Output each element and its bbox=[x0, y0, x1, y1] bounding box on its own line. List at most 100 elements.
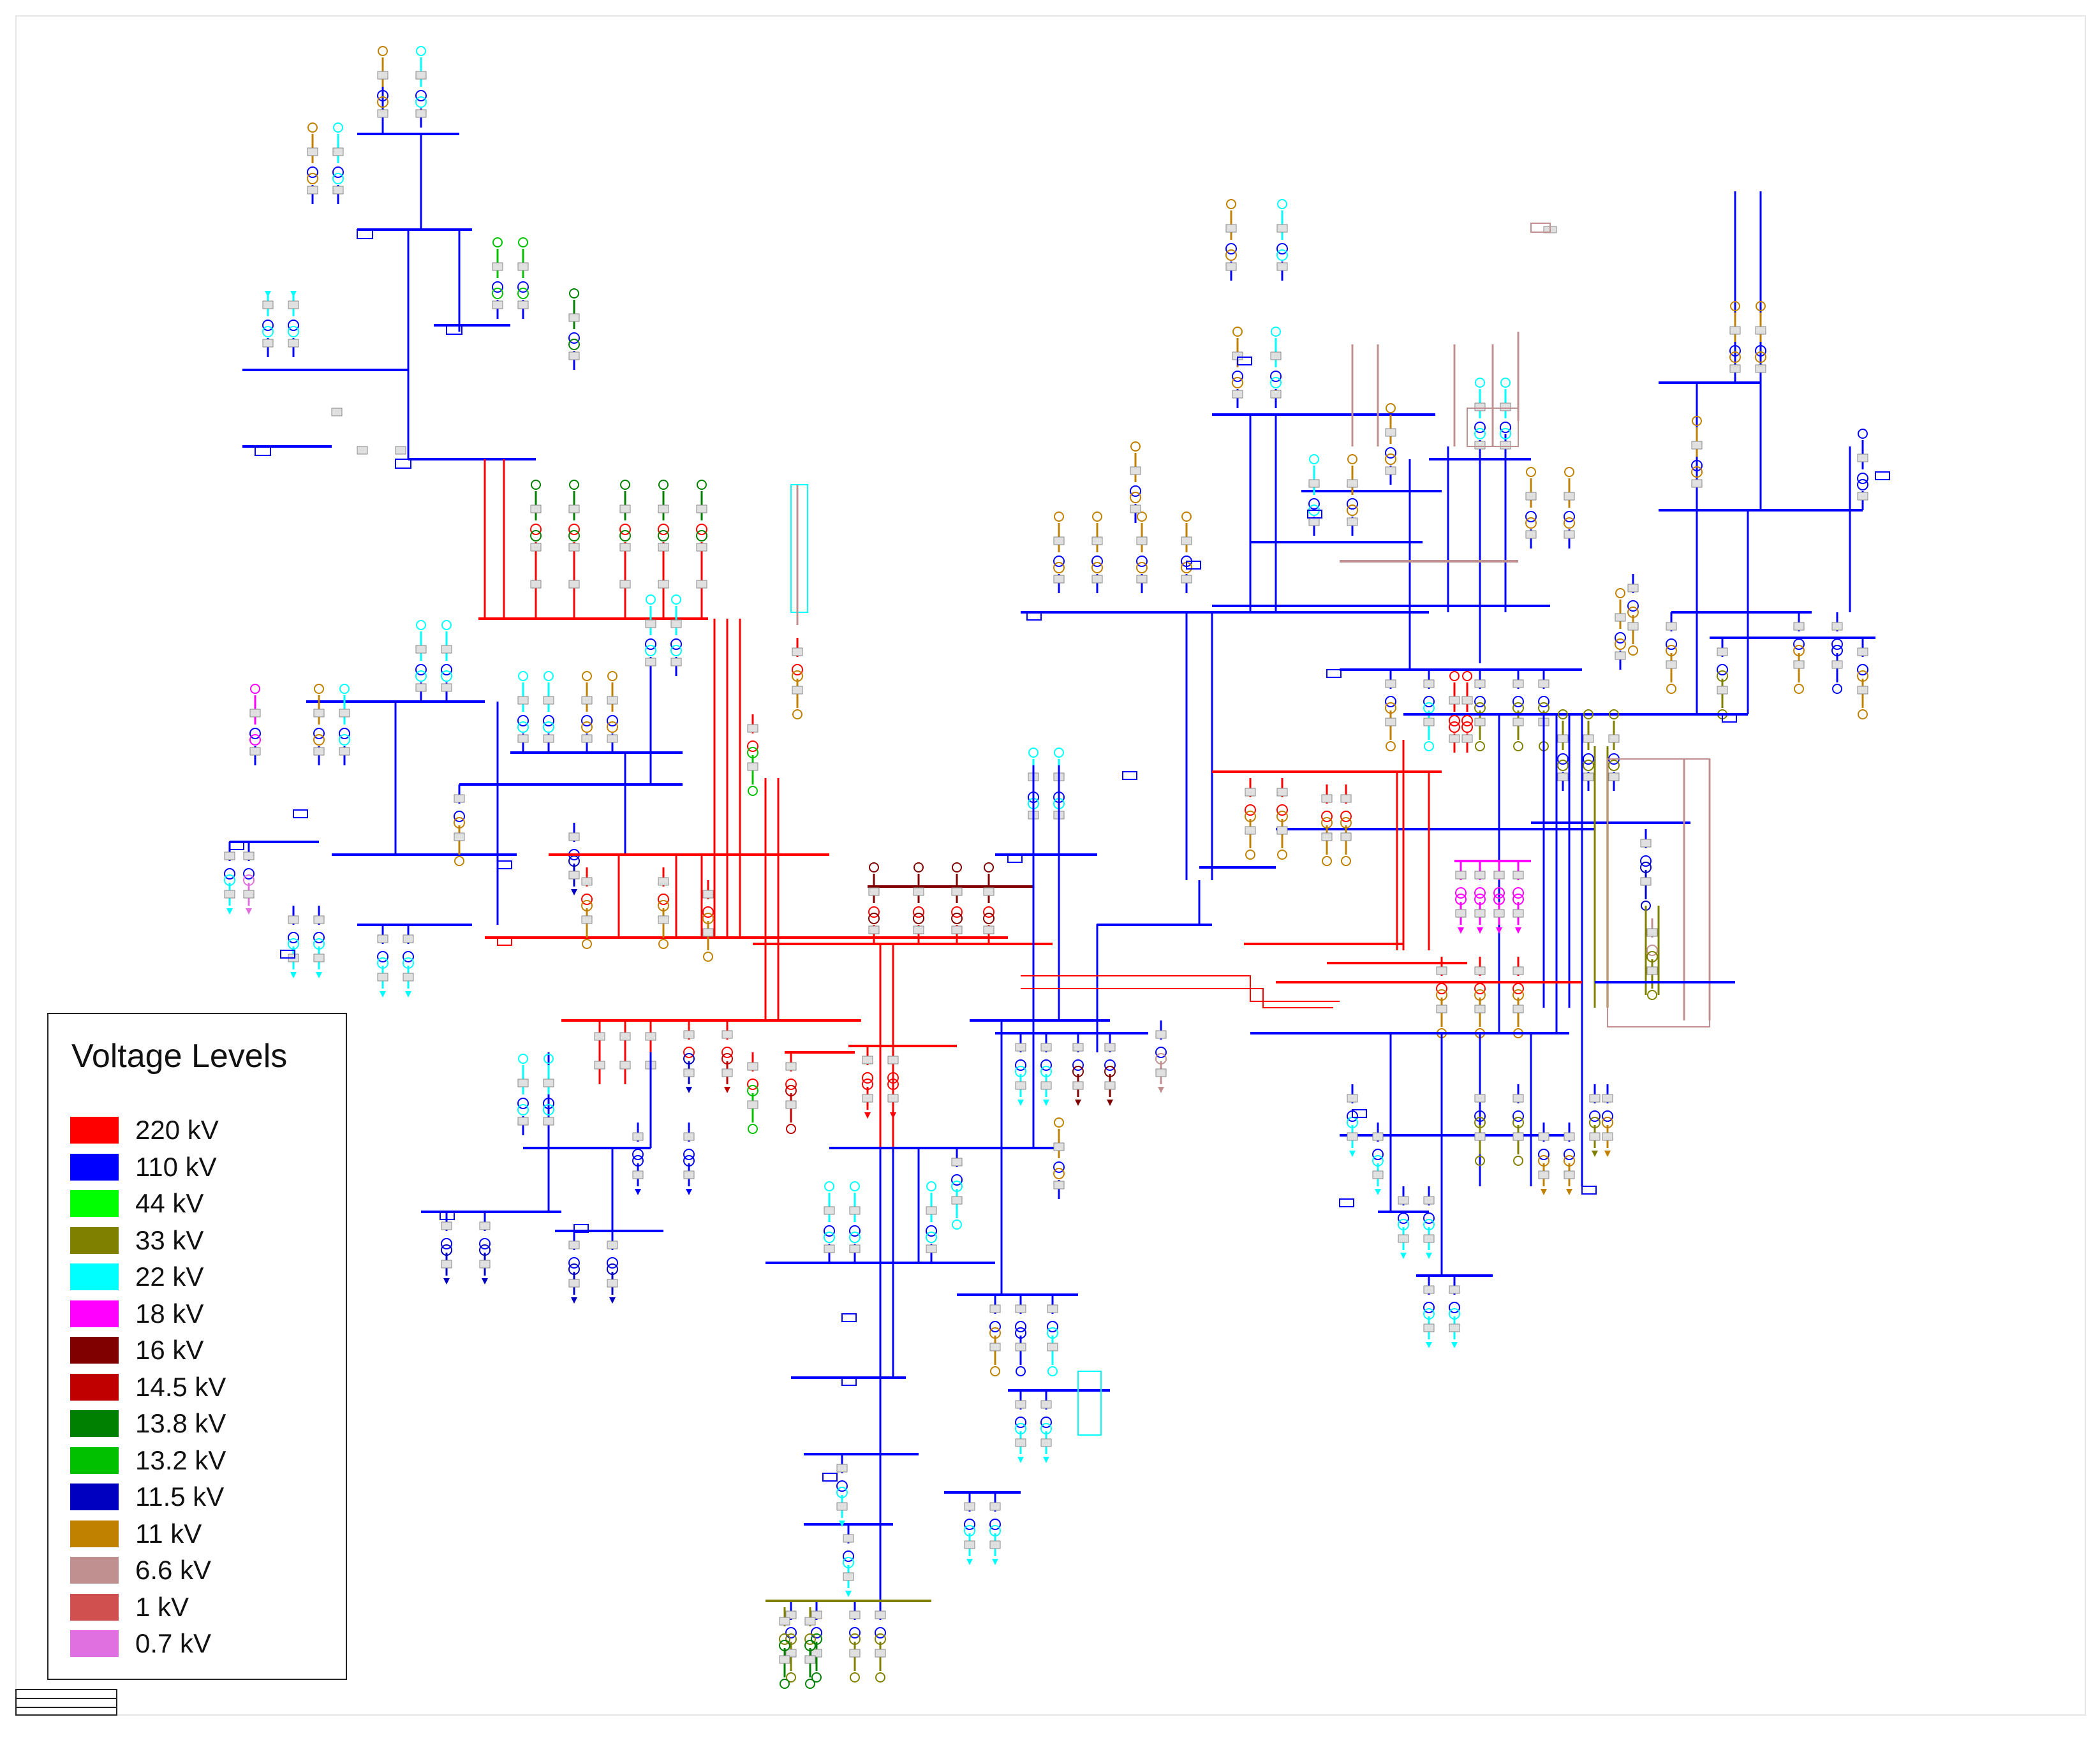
transformer-winding bbox=[913, 906, 924, 918]
transformer-winding bbox=[721, 1047, 733, 1058]
transformer-winding bbox=[313, 734, 325, 746]
transformer-winding bbox=[1040, 1059, 1052, 1071]
legend-label: 13.2 kV bbox=[135, 1445, 226, 1475]
breaker-box bbox=[964, 1540, 975, 1549]
transformer-winding bbox=[645, 645, 656, 656]
transformer-winding bbox=[1666, 638, 1677, 650]
transformer-winding bbox=[779, 1633, 790, 1645]
transformer-winding bbox=[1500, 422, 1511, 433]
legend-label: 33 kV bbox=[135, 1225, 204, 1255]
external-grid bbox=[1307, 510, 1322, 519]
breaker-box bbox=[1717, 686, 1728, 695]
breaker-box bbox=[696, 504, 707, 513]
breaker-box bbox=[1340, 794, 1352, 803]
breaker-box bbox=[377, 973, 388, 982]
breaker-box bbox=[1474, 718, 1486, 726]
breaker-box bbox=[1793, 660, 1805, 669]
breaker-box bbox=[1276, 224, 1288, 233]
breaker-box bbox=[224, 851, 235, 860]
breaker-box bbox=[1512, 679, 1524, 688]
transformer-winding bbox=[224, 868, 235, 880]
external-grid bbox=[1875, 471, 1890, 480]
breaker-box bbox=[989, 1304, 1001, 1313]
load-arrow bbox=[1451, 1342, 1458, 1348]
legend-label: 6.6 kV bbox=[135, 1555, 212, 1585]
drawing-frame bbox=[15, 15, 2086, 1716]
breaker-box bbox=[1717, 647, 1728, 656]
generator-symbol bbox=[543, 1054, 554, 1064]
breaker-box bbox=[262, 300, 274, 309]
external-grid bbox=[280, 950, 295, 959]
breaker-box bbox=[785, 1062, 797, 1071]
breaker-box bbox=[1608, 772, 1620, 781]
load-arrow bbox=[1349, 1151, 1356, 1157]
transformer-winding bbox=[926, 1225, 937, 1237]
transformer-winding bbox=[581, 721, 593, 733]
breaker-box bbox=[1793, 622, 1805, 631]
breaker-box bbox=[1512, 966, 1524, 975]
breaker-box bbox=[1053, 575, 1065, 584]
transformer-winding bbox=[568, 339, 580, 350]
breaker-box bbox=[887, 1056, 899, 1064]
breaker-box bbox=[1564, 492, 1575, 501]
legend-label: 14.5 kV bbox=[135, 1371, 226, 1402]
transformer-winding bbox=[1755, 345, 1766, 357]
breaker-box bbox=[1583, 772, 1594, 781]
external-grid bbox=[446, 325, 462, 335]
breaker-box bbox=[568, 832, 580, 841]
transformer-winding bbox=[1474, 422, 1486, 433]
breaker-box bbox=[543, 1079, 554, 1087]
generator-symbol bbox=[805, 1679, 815, 1689]
breaker-box bbox=[568, 871, 580, 880]
transformer-winding bbox=[951, 913, 963, 924]
breaker-box bbox=[1308, 517, 1320, 526]
transformer-winding bbox=[377, 951, 388, 962]
breaker-box bbox=[1372, 1170, 1384, 1179]
breaker-box bbox=[415, 71, 427, 80]
breaker-box bbox=[1493, 909, 1505, 918]
breaker-box bbox=[1155, 1030, 1167, 1039]
voltage-legend: Voltage Levels 220 kV 110 kV 44 kV 33 kV 22 … bbox=[47, 1013, 347, 1680]
breaker-box bbox=[1474, 966, 1486, 975]
transformer-winding bbox=[875, 1627, 886, 1638]
breaker-box bbox=[926, 1244, 937, 1253]
breaker-box bbox=[1474, 1005, 1486, 1013]
external-grid bbox=[1339, 1198, 1354, 1207]
generator-symbol bbox=[748, 786, 758, 796]
generator-symbol bbox=[1341, 856, 1351, 866]
transformer-winding bbox=[964, 1519, 975, 1530]
transformer-winding bbox=[658, 894, 669, 905]
transformer-winding bbox=[313, 728, 325, 739]
breaker-box bbox=[1398, 1234, 1409, 1243]
transformer-winding bbox=[377, 90, 388, 101]
generator-symbol bbox=[1232, 327, 1243, 337]
breaker-box bbox=[983, 925, 995, 934]
load-arrow bbox=[686, 1087, 692, 1093]
transformer-winding bbox=[619, 524, 631, 535]
generator-symbol bbox=[1054, 512, 1064, 522]
transformer-winding bbox=[415, 664, 427, 675]
transformer-winding bbox=[913, 913, 924, 924]
transformer-winding bbox=[645, 638, 656, 650]
breaker-box bbox=[875, 1610, 886, 1619]
breaker-box bbox=[1053, 1181, 1065, 1189]
legend-swatch bbox=[70, 1337, 119, 1364]
transformer-winding bbox=[670, 645, 682, 656]
transformer-winding bbox=[1729, 351, 1741, 363]
load-arrow bbox=[246, 908, 252, 915]
breaker-box bbox=[619, 580, 631, 589]
breaker-box bbox=[989, 1502, 1001, 1511]
generator-symbol bbox=[824, 1181, 834, 1191]
transformer-winding bbox=[804, 1633, 816, 1645]
generator-symbol bbox=[811, 1672, 822, 1682]
transformer-winding bbox=[926, 1232, 937, 1243]
transformer-winding bbox=[1276, 243, 1288, 254]
transformer-winding bbox=[849, 1627, 861, 1638]
generator-symbol bbox=[1666, 684, 1676, 694]
generator-symbol bbox=[569, 480, 579, 490]
generator-symbol bbox=[1054, 747, 1064, 758]
breaker-box bbox=[1640, 839, 1652, 848]
generator-symbol bbox=[850, 1181, 860, 1191]
breaker-box bbox=[1040, 1400, 1052, 1409]
breaker-box bbox=[1500, 441, 1511, 450]
